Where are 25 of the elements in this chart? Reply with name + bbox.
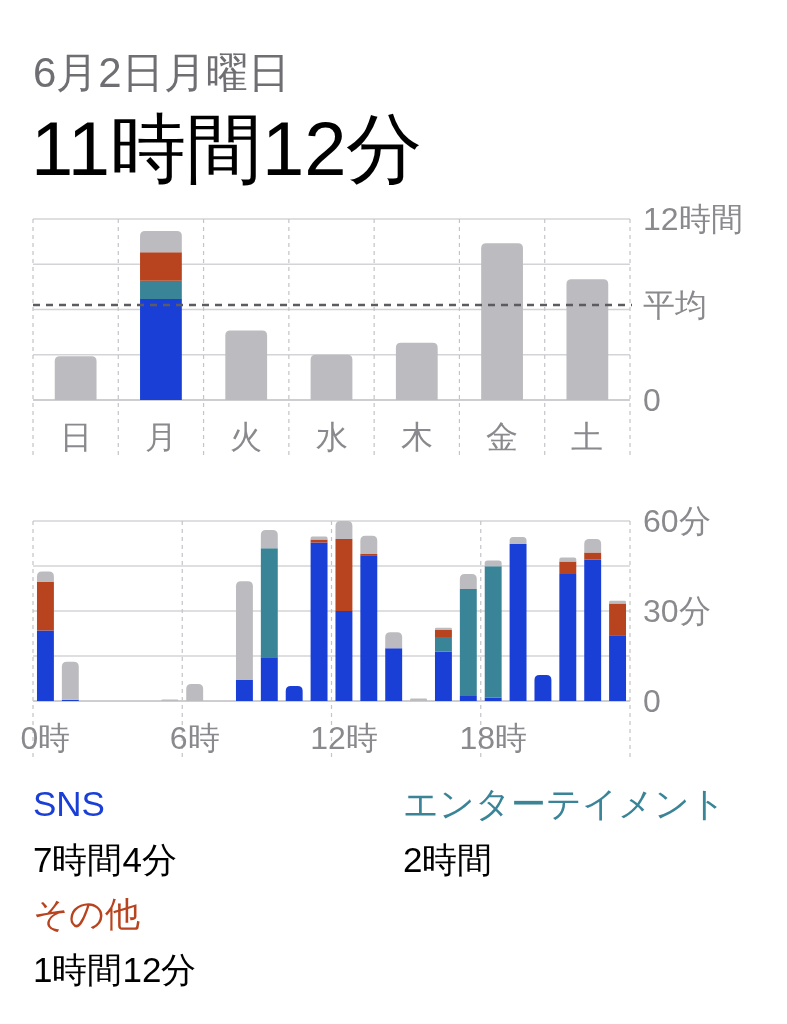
- x-tick-label: 金: [486, 419, 519, 455]
- y-tick-label: 12時間: [643, 201, 743, 237]
- x-tick-label: 木: [400, 419, 433, 455]
- chart-title: 6月2日月曜日: [33, 49, 290, 96]
- y-tick-label: 0: [643, 382, 661, 418]
- x-tick-label: 火: [230, 419, 263, 455]
- x-tick-label: 6時: [169, 720, 220, 756]
- annotation: 7時間4分: [33, 840, 177, 879]
- ref-line-label: 平均: [643, 287, 707, 323]
- chart-subtitle: 11時間12分: [31, 106, 423, 191]
- legend-label: SNS: [33, 784, 105, 823]
- x-tick-label: 日: [59, 419, 92, 455]
- x-tick-label: 0時: [20, 720, 71, 756]
- y-tick-label: 0: [643, 683, 661, 719]
- x-tick-label: 月: [144, 419, 177, 455]
- x-tick-label: 12時: [310, 720, 378, 756]
- y-tick-label: 60分: [643, 503, 711, 539]
- x-tick-label: 水: [315, 419, 348, 455]
- y-tick-label: 30分: [643, 593, 711, 629]
- annotation: 1時間12分: [33, 950, 197, 989]
- annotation: 2時間: [403, 840, 493, 879]
- x-tick-label: 18時: [459, 720, 527, 756]
- legend-label: エンターテイメント: [403, 784, 726, 823]
- legend-label: その他: [33, 894, 140, 933]
- x-tick-label: 土: [571, 419, 604, 455]
